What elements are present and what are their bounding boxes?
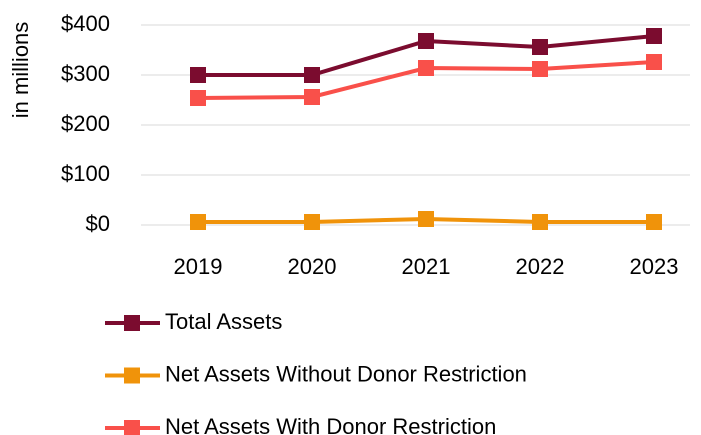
point-marker xyxy=(418,211,434,227)
legend-marker xyxy=(124,367,140,384)
legend-label: Total Assets xyxy=(165,309,282,334)
point-marker xyxy=(646,214,662,230)
x-tick-label: 2019 xyxy=(174,254,223,279)
y-tick-label: $100 xyxy=(61,161,110,186)
y-axis-label: in millions xyxy=(8,22,33,119)
point-marker xyxy=(304,67,320,83)
point-marker xyxy=(532,61,548,77)
y-tick-label: $0 xyxy=(86,211,110,236)
point-marker xyxy=(190,90,206,106)
point-marker xyxy=(418,60,434,76)
point-marker xyxy=(304,89,320,105)
x-tick-label: 2022 xyxy=(516,254,565,279)
point-marker xyxy=(532,39,548,55)
point-marker xyxy=(532,214,548,230)
point-marker xyxy=(190,214,206,230)
x-tick-label: 2021 xyxy=(402,254,451,279)
x-tick-label: 2023 xyxy=(630,254,679,279)
point-marker xyxy=(646,28,662,44)
y-tick-label: $400 xyxy=(61,11,110,36)
legend-marker xyxy=(124,420,140,435)
point-marker xyxy=(646,54,662,70)
y-tick-label: $200 xyxy=(61,111,110,136)
point-marker xyxy=(418,33,434,49)
x-tick-label: 2020 xyxy=(288,254,337,279)
legend-marker xyxy=(124,315,140,331)
point-marker xyxy=(190,67,206,83)
point-marker xyxy=(304,214,320,230)
legend-label: Net Assets With Donor Restriction xyxy=(165,414,496,435)
legend-label: Net Assets Without Donor Restriction xyxy=(165,361,527,386)
y-tick-label: $300 xyxy=(61,61,110,86)
